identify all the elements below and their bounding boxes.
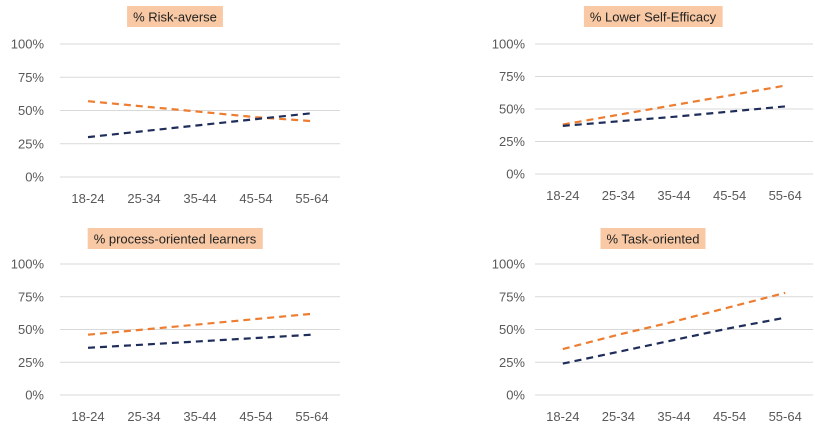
series-line-1 — [87, 112, 313, 139]
chart-title-text: % Risk-averse — [133, 10, 217, 25]
series-line-1 — [562, 105, 786, 127]
y-tick-label: 50% — [499, 322, 525, 337]
x-tick-label: 25-34 — [602, 409, 635, 424]
x-tick-label: 18-24 — [71, 409, 104, 424]
chart-title: % Lower Self-Efficacy — [583, 6, 723, 27]
chart-title-text: % Task-oriented — [607, 232, 700, 247]
y-tick-label: 100% — [492, 37, 526, 52]
x-tick-label: 25-34 — [127, 191, 160, 206]
y-tick-label: 75% — [499, 289, 525, 304]
y-tick-label: 0% — [506, 388, 525, 403]
x-tick-label: 25-34 — [602, 188, 635, 203]
y-tick-label: 75% — [18, 289, 44, 304]
x-tick-label: 25-34 — [127, 409, 160, 424]
series-line-0 — [87, 100, 313, 123]
chart-title-background — [600, 228, 706, 249]
y-tick-label: 25% — [18, 136, 44, 151]
x-tick-label: 35-44 — [183, 409, 216, 424]
y-tick-label: 50% — [18, 322, 44, 337]
y-tick-label: 25% — [499, 355, 525, 370]
series-line-1 — [87, 333, 313, 349]
x-tick-label: 55-64 — [295, 191, 328, 206]
chart-title-background — [127, 6, 223, 27]
chart-title: % Risk-averse — [127, 6, 223, 27]
chart-title: % Task-oriented — [600, 228, 706, 249]
chart-panel-0: 0% 25% 50% 75% 100% 18-24 25-34 35-44 45-54 55-64… — [11, 6, 340, 206]
x-tick-label: 45-54 — [239, 191, 272, 206]
y-tick-label: 75% — [499, 69, 525, 84]
x-tick-label: 55-64 — [769, 409, 802, 424]
series-line-1 — [562, 316, 786, 365]
chart-panel-2: 0% 25% 50% 75% 100% 18-24 25-34 35-44 45-54 55-64… — [11, 228, 340, 424]
chart-panel-1: 0% 25% 50% 75% 100% 18-24 25-34 35-44 45-54 55-64… — [492, 6, 813, 203]
y-tick-label: 0% — [25, 388, 44, 403]
y-tick-label: 100% — [11, 257, 45, 272]
x-tick-label: 35-44 — [183, 191, 216, 206]
x-tick-label: 45-54 — [713, 409, 746, 424]
series-line-0 — [87, 312, 313, 336]
y-tick-label: 50% — [499, 102, 525, 117]
y-tick-label: 100% — [11, 37, 45, 52]
chart-title-background — [87, 228, 263, 249]
y-tick-label: 100% — [492, 257, 526, 272]
x-tick-label: 55-64 — [295, 409, 328, 424]
x-tick-label: 45-54 — [239, 409, 272, 424]
chart-title-text: % Lower Self-Efficacy — [590, 10, 717, 25]
x-tick-label: 35-44 — [657, 409, 690, 424]
chart-title-text: % process-oriented learners — [94, 232, 257, 247]
chart-title-background — [583, 6, 723, 27]
y-tick-label: 25% — [499, 134, 525, 149]
x-tick-label: 45-54 — [713, 188, 746, 203]
x-tick-label: 18-24 — [546, 188, 579, 203]
x-tick-label: 18-24 — [71, 191, 104, 206]
y-tick-label: 0% — [25, 170, 44, 185]
y-tick-label: 25% — [18, 355, 44, 370]
y-tick-label: 50% — [18, 103, 44, 118]
x-tick-label: 18-24 — [546, 409, 579, 424]
x-tick-label: 55-64 — [769, 188, 802, 203]
y-tick-label: 75% — [18, 70, 44, 85]
series-line-0 — [562, 84, 786, 126]
series-line-0 — [562, 291, 786, 351]
y-tick-label: 0% — [506, 167, 525, 182]
x-tick-label: 35-44 — [657, 188, 690, 203]
chart-panel-3: 0% 25% 50% 75% 100% 18-24 25-34 35-44 45-54 55-64… — [492, 228, 813, 424]
chart-title: % process-oriented learners — [87, 228, 263, 249]
